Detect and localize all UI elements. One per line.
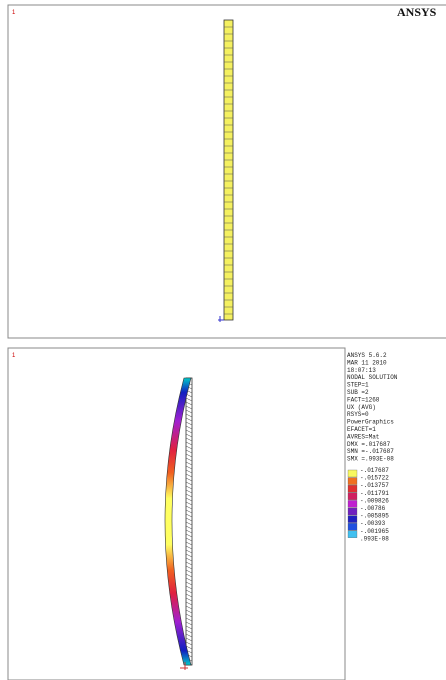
info-line: MAR 11 2010 [347, 359, 387, 366]
legend-value: -.00393 [360, 520, 386, 527]
info-line: UX (AVG) [347, 404, 376, 411]
legend-swatch [348, 531, 357, 538]
info-line: SUB =2 [347, 389, 369, 396]
info-line: ANSYS 5.6.2 [347, 352, 387, 359]
info-line: RSYS=0 [347, 411, 369, 418]
legend-swatch [348, 470, 357, 477]
legend-value: -.015722 [360, 475, 389, 482]
info-line: SMN =-.017687 [347, 448, 394, 455]
legend-value: -.017687 [360, 467, 389, 474]
legend-swatch [348, 493, 357, 500]
info-line: PowerGraphics [347, 419, 394, 426]
legend-value: -.011791 [360, 490, 389, 497]
legend-swatch [348, 485, 357, 492]
info-line: STEP=1 [347, 382, 369, 389]
legend-value: -.00786 [360, 505, 386, 512]
legend-swatch [348, 478, 357, 485]
legend-value: .993E-08 [360, 535, 389, 542]
legend-value: -.001965 [360, 528, 389, 535]
info-line: NODAL SOLUTION [347, 374, 398, 381]
info-line: SMX =.993E-08 [347, 456, 394, 463]
legend-value: -.005895 [360, 513, 389, 520]
info-line: EFACET=1 [347, 426, 376, 433]
ansys-logo: ANSYS [397, 5, 437, 19]
info-line: FACT=1268 [347, 396, 380, 403]
legend-swatch [348, 516, 357, 523]
legend-swatch [348, 500, 357, 507]
info-line: DMX =.017687 [347, 441, 391, 448]
info-line: AVRES=Mat [347, 433, 379, 440]
legend-value: -.013757 [360, 482, 389, 489]
info-line: 18:07:13 [347, 367, 376, 374]
screen: 1 ANSYS 1 ANSYS 5.6.2MAR 11 201018:07:13… [0, 0, 446, 680]
legend-value: -.009826 [360, 497, 389, 504]
legend-swatch [348, 508, 357, 515]
beam-mesh [224, 20, 233, 320]
page: {"top_panel": {"window_number": "1", "lo… [0, 0, 446, 680]
contour-legend: -.017687-.015722-.013757-.011791-.009826… [348, 467, 389, 542]
legend-swatch [348, 523, 357, 530]
